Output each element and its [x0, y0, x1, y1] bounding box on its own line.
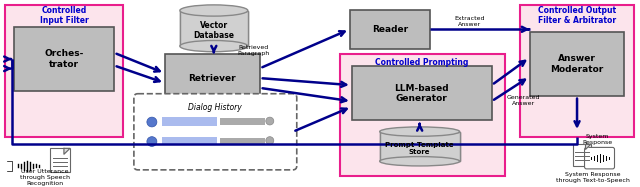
Text: Retriever: Retriever [189, 74, 236, 83]
Ellipse shape [380, 157, 460, 166]
Text: Controlled Output
Filter & Arbitrator: Controlled Output Filter & Arbitrator [538, 6, 616, 25]
Text: Orches-
trator: Orches- trator [44, 49, 84, 69]
Ellipse shape [180, 5, 248, 16]
Text: System Response
through Text-to-Speech: System Response through Text-to-Speech [556, 172, 630, 183]
Circle shape [147, 117, 157, 127]
Bar [5, 5, 123, 137]
FancyBboxPatch shape [134, 94, 297, 170]
Text: Extracted
Answer: Extracted Answer [454, 16, 485, 27]
Text: Reader: Reader [372, 25, 408, 34]
Text: Controlled Prompting: Controlled Prompting [376, 58, 469, 67]
Bar [349, 10, 429, 49]
Text: Controlled
Input Filter: Controlled Input Filter [40, 6, 88, 25]
Text: User Utterance
through Speech
Recognition: User Utterance through Speech Recognitio… [20, 169, 70, 186]
Polygon shape [586, 145, 591, 149]
Text: Dialog History: Dialog History [188, 103, 242, 112]
Bar [220, 118, 265, 125]
Bar [165, 54, 260, 102]
Text: Generated
Answer: Generated Answer [507, 95, 540, 106]
Ellipse shape [180, 41, 248, 52]
Bar [180, 10, 248, 46]
Bar [340, 54, 504, 176]
Bar [14, 27, 114, 91]
Text: Prompt Template
Store: Prompt Template Store [385, 142, 454, 155]
Ellipse shape [380, 127, 460, 136]
FancyBboxPatch shape [584, 147, 614, 169]
Text: Vector
Database: Vector Database [193, 21, 234, 40]
Bar [380, 132, 460, 161]
Bar [380, 132, 460, 161]
Bar [529, 32, 625, 96]
Bar [162, 137, 217, 145]
Polygon shape [64, 148, 70, 154]
Text: Retrieved
Paragraph: Retrieved Paragraph [238, 45, 270, 56]
Bar [352, 66, 492, 120]
Text: LLM-based
Generator: LLM-based Generator [394, 84, 449, 103]
Bar [220, 138, 265, 145]
Bar [520, 5, 634, 137]
Circle shape [147, 137, 157, 146]
Bar [180, 10, 248, 46]
Bar [50, 148, 70, 172]
Text: Answer
Moderator: Answer Moderator [550, 54, 604, 74]
Circle shape [266, 117, 274, 125]
Bar [162, 117, 217, 126]
Circle shape [266, 137, 274, 145]
Text: System
Response: System Response [582, 134, 612, 145]
Bar [573, 145, 591, 166]
